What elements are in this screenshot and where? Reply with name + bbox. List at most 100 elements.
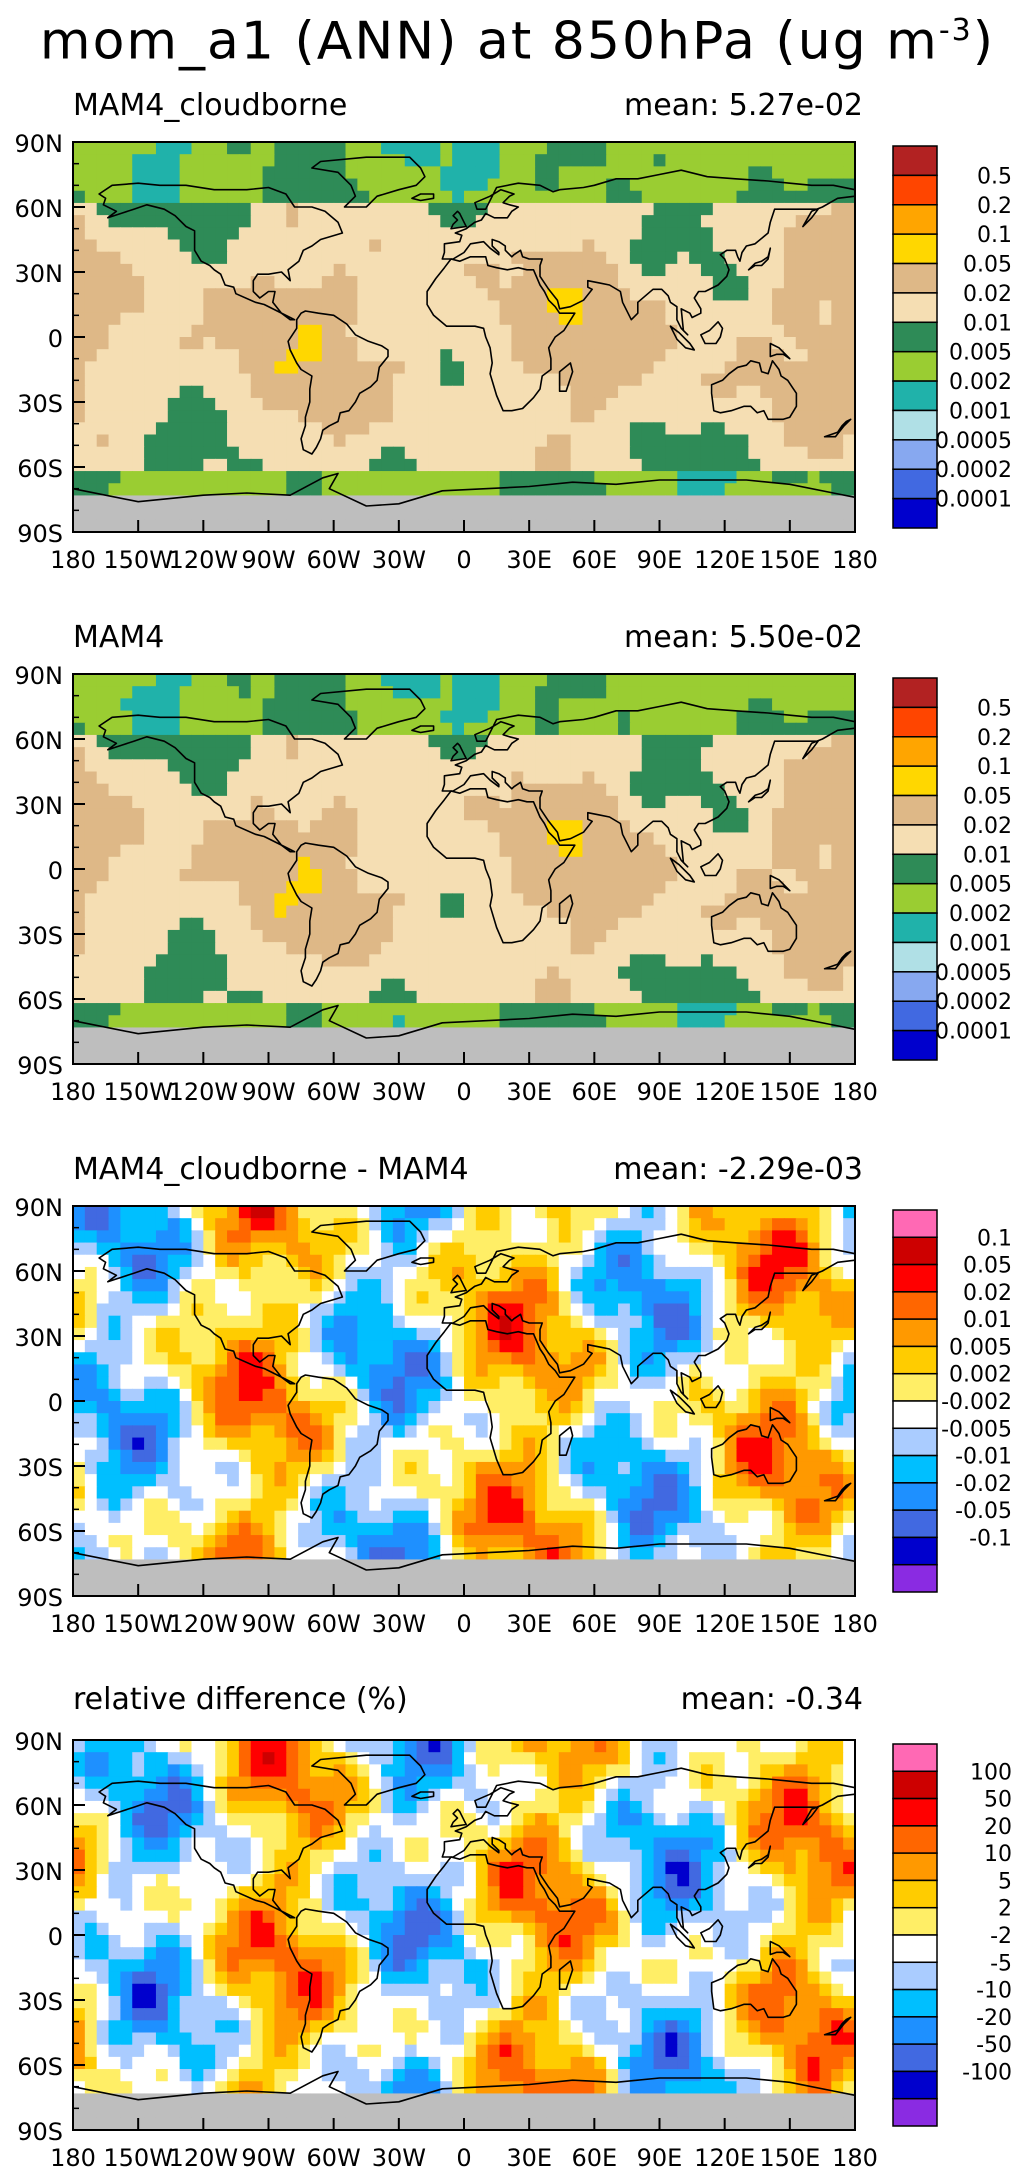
heatmap-cell (215, 747, 228, 760)
heatmap-cell (783, 1279, 797, 1292)
heatmap-cell (108, 869, 121, 882)
heatmap-cell (250, 1039, 264, 1053)
heatmap-cell (807, 856, 821, 870)
heatmap-cell (120, 674, 133, 687)
heatmap-cell (274, 1039, 287, 1053)
heatmap-cell (144, 869, 157, 882)
heatmap-cell (144, 881, 157, 894)
heatmap-cell (108, 734, 121, 748)
heatmap-cell (677, 276, 690, 289)
heatmap-cell (286, 495, 299, 509)
heatmap-cell (357, 519, 370, 533)
heatmap-cell (262, 881, 276, 894)
heatmap-cell (582, 276, 595, 289)
heatmap-cell (369, 1303, 382, 1317)
heatmap-cell (369, 227, 382, 241)
heatmap-cell (203, 759, 216, 773)
y-tick-label: 90N (15, 662, 64, 690)
heatmap-cell (748, 349, 761, 362)
heatmap-cell (748, 1291, 761, 1305)
x-tick-label: 90E (637, 546, 683, 574)
heatmap-cell (511, 771, 524, 785)
heatmap-cell (772, 190, 785, 204)
heatmap-cell (440, 747, 453, 760)
heatmap-cell (487, 1218, 501, 1231)
heatmap-cell (464, 990, 477, 1004)
heatmap-cell (250, 990, 264, 1004)
heatmap-cell (677, 929, 690, 943)
heatmap-cell (783, 337, 797, 350)
heatmap-cell (594, 734, 607, 748)
heatmap-cell (511, 1266, 524, 1280)
heatmap-cell (108, 1254, 121, 1268)
heatmap-cell (606, 1279, 619, 1292)
heatmap-cell (96, 349, 110, 362)
heatmap-cell (582, 483, 595, 497)
y-tick-label: 30N (15, 260, 64, 288)
heatmap-cell (665, 276, 678, 289)
heatmap-cell (535, 978, 548, 992)
heatmap-cell (475, 410, 489, 423)
heatmap-cell (120, 471, 133, 484)
heatmap-cell (167, 832, 181, 846)
heatmap-cell (96, 178, 110, 192)
heatmap-cell (132, 1206, 145, 1219)
heatmap-cell (155, 808, 169, 821)
heatmap-cell (653, 178, 667, 192)
heatmap-cell (772, 422, 785, 436)
heatmap-cell (345, 276, 358, 289)
heatmap-cell (464, 1230, 477, 1244)
heatmap-cell (144, 1027, 157, 1041)
heatmap-cell (416, 808, 430, 821)
heatmap-cell (736, 434, 749, 448)
heatmap-cell (298, 1279, 311, 1292)
heatmap-cell (594, 1266, 607, 1280)
heatmap-cell (772, 263, 785, 277)
x-tick-label: 30E (506, 1078, 552, 1106)
heatmap-cell (748, 458, 761, 472)
heatmap-cell (357, 698, 370, 712)
heatmap-cell (84, 759, 98, 773)
heatmap-cell (167, 1291, 181, 1305)
heatmap-cell (262, 1218, 276, 1231)
heatmap-cell (96, 905, 110, 919)
coastline (823, 950, 852, 970)
heatmap-cell (558, 312, 572, 326)
heatmap-cell (144, 446, 157, 460)
heatmap-cell (677, 385, 690, 399)
heatmap-cell (523, 495, 536, 509)
heatmap-cell (641, 349, 655, 362)
heatmap-cell (274, 1230, 287, 1244)
heatmap-cell (381, 783, 394, 797)
heatmap-cell (298, 710, 311, 724)
heatmap-cell (783, 954, 797, 968)
heatmap-cell (487, 361, 501, 375)
heatmap-cell (73, 856, 86, 870)
heatmap-cell (772, 1206, 785, 1219)
heatmap-cell (724, 917, 738, 931)
heatmap-cell (606, 434, 619, 448)
heatmap-cell (523, 1230, 536, 1244)
heatmap-cell (84, 361, 98, 375)
heatmap-cell (736, 856, 749, 870)
heatmap-cell (369, 373, 382, 387)
heatmap-cell (381, 471, 394, 484)
heatmap-cell (535, 1218, 548, 1231)
heatmap-cell (203, 1303, 216, 1317)
heatmap-cell (227, 239, 240, 253)
heatmap-cell (120, 905, 133, 919)
heatmap-cell (404, 674, 418, 687)
heatmap-cell (760, 978, 773, 992)
heatmap-cell (618, 227, 631, 241)
heatmap-cell (132, 1254, 145, 1268)
heatmap-cell (546, 446, 560, 460)
heatmap-cell (440, 1051, 453, 1065)
heatmap-cell (274, 422, 287, 436)
heatmap-cell (108, 1027, 121, 1041)
heatmap-cell (191, 434, 204, 448)
heatmap-cell (286, 686, 299, 699)
heatmap-cell (369, 288, 382, 302)
heatmap-cell (807, 869, 821, 882)
heatmap-cell (546, 1027, 560, 1041)
heatmap-cell (333, 166, 347, 180)
